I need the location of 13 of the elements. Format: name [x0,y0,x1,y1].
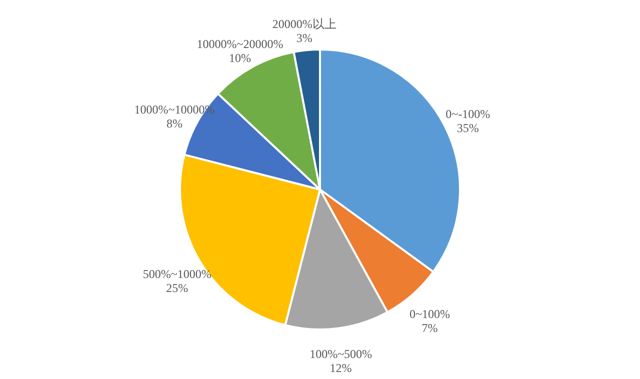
slice-label: 0~100% [410,307,450,322]
data-label: 10% [229,51,252,66]
data-label: 12% [330,361,352,376]
slice-label: 100%~500% [310,347,372,362]
slice-label: 500%~1000% [142,267,212,281]
slice-label: 10000%~20000% [196,37,284,52]
slice-label: 0~-100% [446,107,490,122]
data-label: 25% [166,281,188,295]
data-label: 3% [296,31,312,46]
data-label: 7% [422,321,438,336]
data-label: 8% [166,116,183,131]
data-label: 35% [456,121,479,136]
slice-label: 20000%以上 [272,17,336,32]
